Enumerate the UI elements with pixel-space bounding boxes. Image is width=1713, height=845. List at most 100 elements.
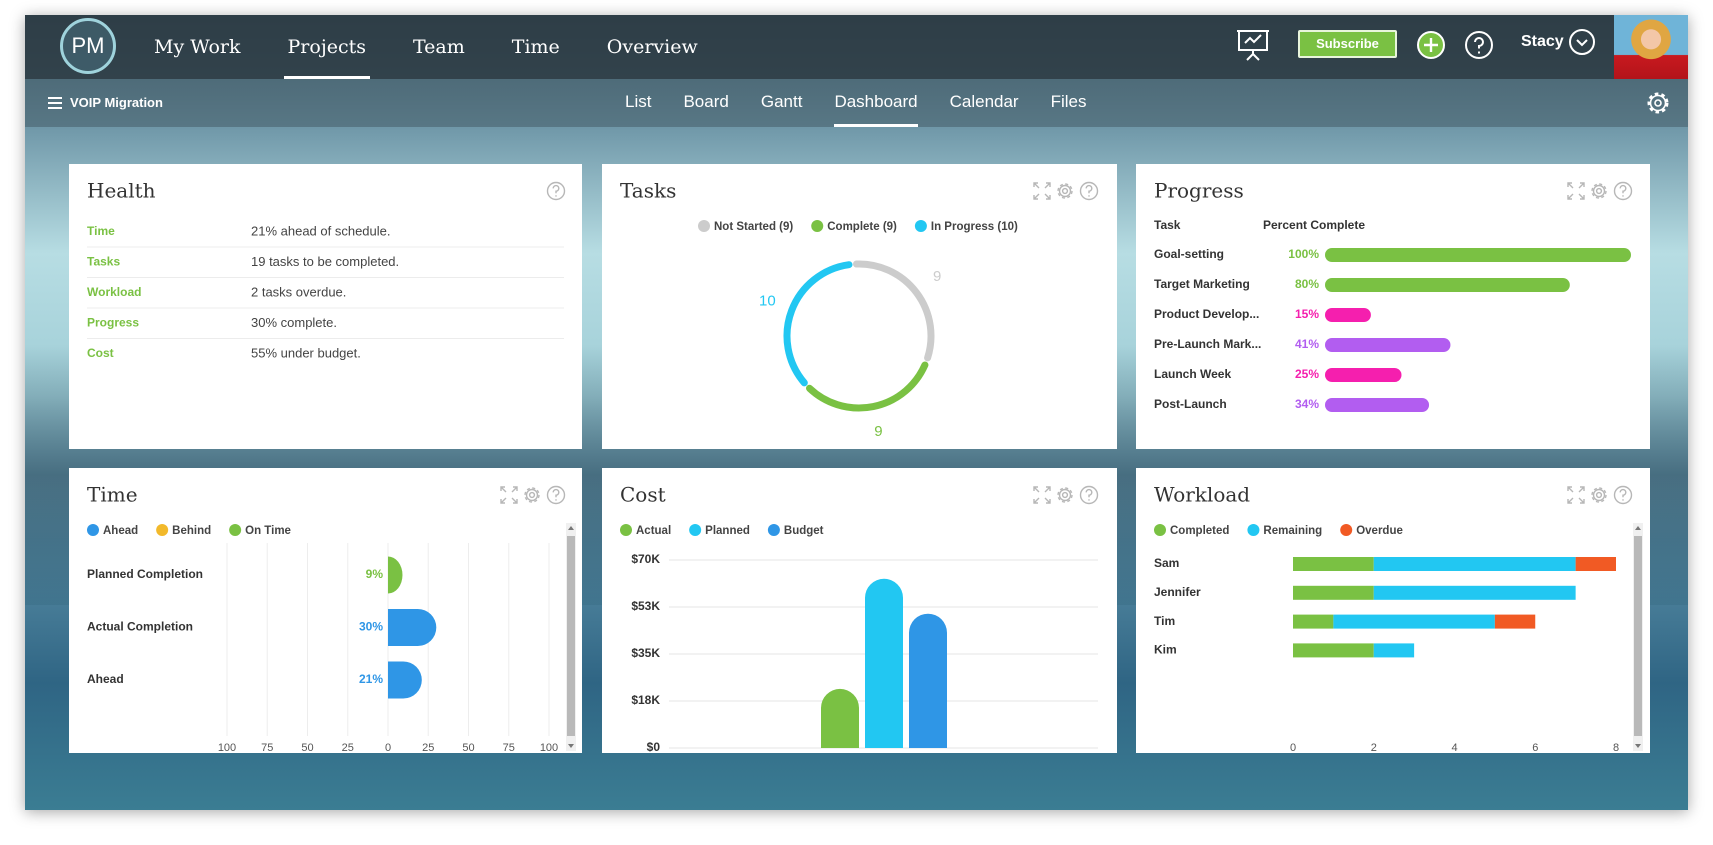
help-icon[interactable] [1079, 485, 1099, 505]
user-name[interactable]: Stacy [1521, 33, 1564, 50]
bar-segment [1373, 643, 1415, 658]
nav-item[interactable]: Team [412, 36, 465, 58]
help-icon[interactable] [546, 485, 566, 505]
health-label: Workload [87, 285, 141, 299]
legend-swatch [87, 524, 99, 536]
bar-segment [1373, 557, 1576, 571]
expand-icon[interactable] [1033, 486, 1051, 504]
donut-segment [852, 260, 935, 362]
settings-icon[interactable] [1057, 487, 1073, 503]
bar-segment [1494, 614, 1536, 629]
nav-item[interactable]: Projects [283, 15, 371, 79]
bar [909, 613, 947, 748]
x-tick-label: 0 [1290, 742, 1296, 753]
help-icon[interactable] [1613, 181, 1633, 201]
card-title: Tasks [620, 179, 676, 203]
nav-item[interactable]: My Work [154, 36, 241, 58]
health-text: 30% complete. [251, 315, 337, 330]
scrollbar-thumb[interactable] [567, 536, 575, 736]
legend-label: Ahead [103, 525, 138, 537]
health-label: Cost [87, 346, 114, 360]
legend-label: Remaining [1263, 525, 1322, 537]
menu-icon[interactable] [47, 96, 63, 110]
bar [1325, 248, 1631, 262]
value-label: 9% [366, 567, 384, 581]
view-tab[interactable]: Files [1050, 92, 1087, 111]
legend-label: Actual [636, 525, 671, 537]
legend-label: Complete (9) [827, 221, 897, 233]
y-tick-label: $0 [647, 740, 661, 753]
project-name[interactable]: VOIP Migration [70, 95, 163, 110]
x-tick-label: 100 [540, 742, 558, 753]
help-icon[interactable] [1613, 485, 1633, 505]
legend-label: On Time [245, 525, 291, 537]
x-tick-label: 0 [385, 742, 391, 753]
bar [1325, 338, 1451, 352]
nav-item[interactable]: Overview [606, 36, 698, 58]
category-label: Goal-setting [1154, 247, 1224, 261]
donut-label: 9 [874, 423, 882, 440]
legend-label: Not Started (9) [714, 221, 793, 233]
view-tab[interactable]: Gantt [760, 92, 803, 111]
expand-icon[interactable] [1033, 182, 1051, 200]
health-card: Health Time 21% ahead of schedule. Tasks 19… [69, 164, 582, 449]
expand-icon[interactable] [1567, 486, 1585, 504]
y-tick-label: $18K [631, 693, 660, 707]
settings-icon[interactable] [1591, 183, 1607, 199]
category-label: Tim [1154, 614, 1175, 628]
view-tabs: List Board Gantt Dashboard Calendar Files [625, 79, 1087, 127]
legend-swatch [156, 524, 169, 536]
workload-widget: Workload Completed Remaining Overdue 0 2 4 6 8 S… [1154, 483, 1643, 753]
presentation-icon[interactable] [1235, 27, 1271, 61]
scrollbar-thumb[interactable] [1634, 536, 1642, 736]
legend-swatch [1154, 524, 1166, 536]
x-tick-label: 50 [301, 742, 313, 753]
expand-icon[interactable] [500, 486, 518, 504]
expand-icon[interactable] [1567, 182, 1585, 200]
logo[interactable]: PM [60, 18, 116, 74]
help-button[interactable] [1463, 29, 1495, 61]
bar [388, 556, 403, 594]
legend-swatch [229, 524, 242, 536]
view-tab[interactable]: Dashboard [834, 79, 918, 127]
user-menu-toggle[interactable] [1568, 28, 1596, 56]
view-tab[interactable]: Board [683, 92, 729, 111]
category-label: Launch Week [1154, 367, 1231, 381]
legend-swatch [811, 220, 824, 232]
legend-label: Behind [172, 525, 211, 537]
x-tick-label: 8 [1613, 742, 1619, 753]
progress-widget: Progress Task Percent Complete Goal-settin… [1154, 179, 1633, 412]
card-title: Time [87, 483, 138, 507]
y-tick-label: $35K [631, 646, 660, 660]
settings-icon[interactable] [1057, 183, 1073, 199]
category-label: Kim [1154, 643, 1177, 657]
settings-icon[interactable] [1645, 90, 1671, 116]
user-avatar[interactable] [1614, 15, 1688, 79]
help-icon[interactable] [546, 181, 566, 201]
category-label: Pre-Launch Mark... [1154, 337, 1261, 351]
x-tick-label: 6 [1532, 742, 1538, 753]
view-tab[interactable]: Calendar [949, 92, 1019, 111]
view-tab[interactable]: List [625, 92, 652, 111]
card-title: Health [87, 179, 156, 203]
nav-item[interactable]: Time [511, 36, 560, 58]
legend-label: Overdue [1356, 525, 1403, 537]
value-label: 34% [1295, 397, 1319, 411]
x-tick-label: 25 [342, 742, 354, 753]
bar [388, 661, 422, 699]
x-tick-label: 25 [422, 742, 434, 753]
bar-segment [1333, 614, 1495, 629]
settings-icon[interactable] [524, 487, 540, 503]
settings-icon[interactable] [1591, 487, 1607, 503]
add-button[interactable] [1415, 29, 1447, 61]
bar-segment [1575, 557, 1616, 571]
bar-segment [1293, 585, 1374, 600]
health-text: 21% ahead of schedule. [251, 223, 391, 238]
nav-menu: My Work Projects Team Time Overview [154, 15, 698, 79]
help-icon[interactable] [1079, 181, 1099, 201]
category-label: Sam [1154, 556, 1179, 570]
category-label: Planned Completion [87, 567, 203, 581]
bar-segment [1293, 643, 1374, 658]
subscribe-button[interactable]: Subscribe [1298, 30, 1397, 58]
